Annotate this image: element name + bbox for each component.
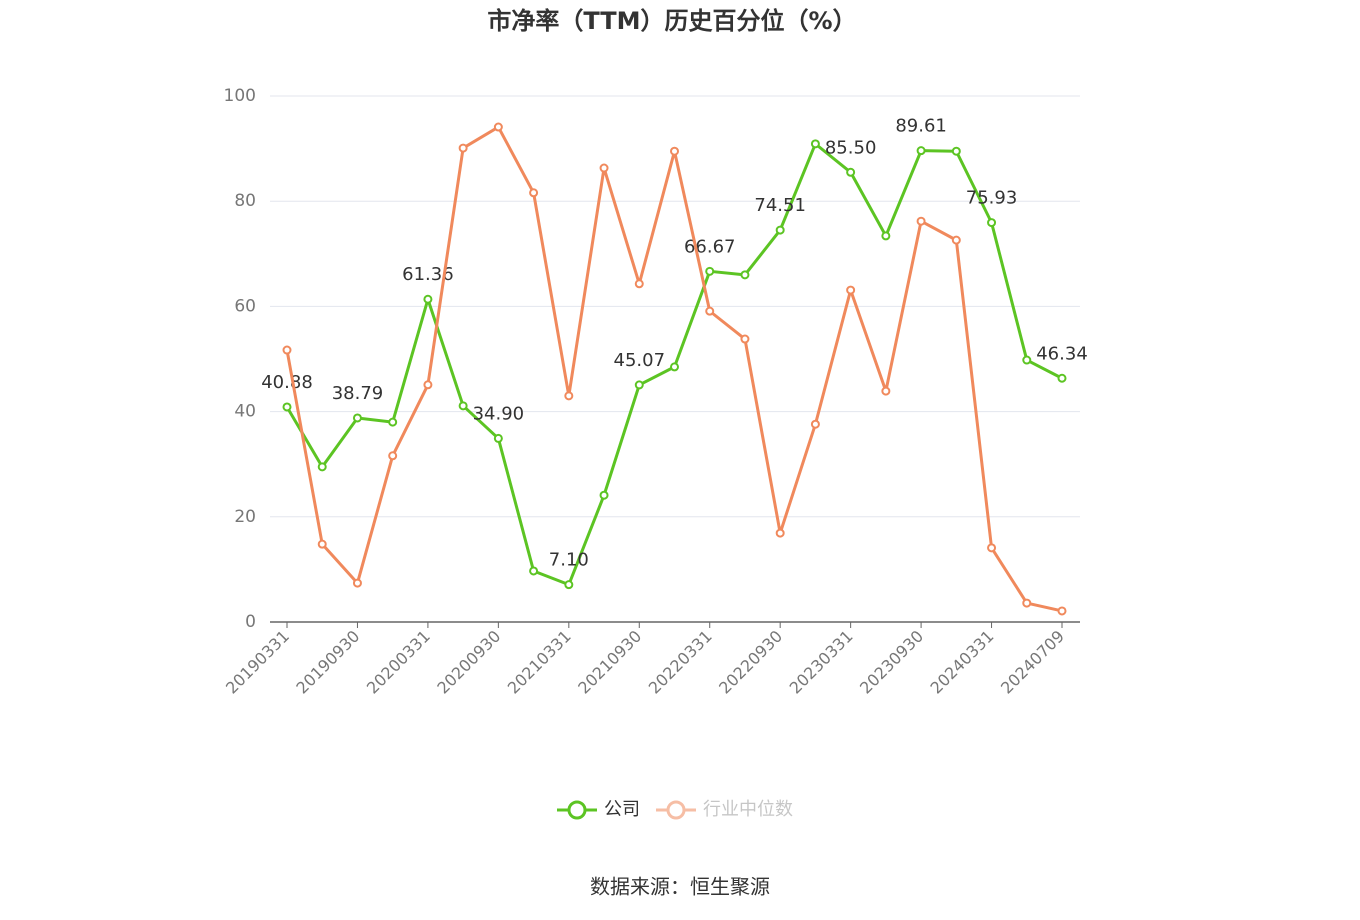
point: [846, 167, 856, 177]
point: [599, 163, 609, 173]
x-tick-label: 20240331: [927, 627, 998, 698]
chart-title: 市净率（TTM）历史百分位（%）: [487, 7, 856, 35]
x-tick-label: 20220331: [645, 627, 716, 698]
point: [458, 143, 468, 153]
point: [1057, 606, 1067, 616]
point: [775, 225, 785, 235]
data-label: 40.88: [261, 372, 313, 393]
point: [881, 386, 891, 396]
x-tick-label: 20210331: [504, 627, 575, 698]
point: [564, 391, 574, 401]
point: [846, 285, 856, 295]
point: [564, 580, 574, 590]
point: [493, 433, 503, 443]
data-label: 75.93: [966, 188, 1018, 209]
data-label: 61.36: [402, 264, 454, 285]
point: [881, 231, 891, 241]
y-tick-label: 20: [234, 507, 256, 527]
point: [634, 279, 644, 289]
point: [282, 345, 292, 355]
data-label: 66.67: [684, 236, 736, 257]
point: [951, 146, 961, 156]
point: [458, 401, 468, 411]
point: [388, 451, 398, 461]
data-label: 45.07: [614, 350, 666, 371]
legend-label: 行业中位数: [703, 799, 793, 820]
point: [282, 402, 292, 412]
point: [670, 146, 679, 156]
source: 数据来源：恒生聚源: [590, 875, 770, 899]
point: [951, 235, 961, 245]
point: [670, 362, 679, 372]
y-tick-label: 100: [224, 86, 256, 106]
point: [529, 566, 539, 576]
point: [1022, 355, 1032, 365]
x-tick-label: 20190930: [292, 627, 363, 698]
x-tick-label: 20230331: [786, 627, 857, 698]
point: [423, 294, 433, 304]
y-tick-label: 40: [234, 402, 256, 422]
y-tick-label: 80: [234, 191, 256, 211]
point: [317, 462, 327, 472]
point: [493, 122, 503, 132]
legend-marker: [567, 800, 587, 820]
x-tick-label: 20200331: [363, 627, 434, 698]
point: [740, 270, 750, 280]
point: [599, 490, 609, 500]
data-label: 7.10: [549, 550, 589, 571]
y-tick-label: 60: [234, 296, 256, 316]
point: [810, 419, 820, 429]
x-tick-label: 20200930: [433, 627, 504, 698]
legend-label: 公司: [604, 799, 640, 820]
x-tick-label: 20210930: [574, 627, 645, 698]
point: [705, 266, 715, 276]
point: [916, 146, 926, 156]
point: [634, 380, 644, 390]
point: [916, 216, 926, 226]
x-tick-label: 20190331: [222, 627, 293, 698]
data-label: 38.79: [332, 383, 384, 404]
point: [987, 218, 997, 228]
point: [352, 413, 362, 423]
legend-item: 公司: [557, 799, 640, 820]
point: [705, 306, 715, 316]
y-tick-label: 0: [245, 612, 256, 632]
x-tick-label: 20240709: [997, 627, 1068, 698]
legend-marker: [666, 800, 686, 820]
data-label: 74.51: [754, 195, 806, 216]
data-label: 34.90: [473, 403, 525, 424]
x-tick-label: 20220930: [715, 627, 786, 698]
point: [775, 528, 785, 538]
point: [529, 188, 539, 198]
point: [317, 539, 327, 549]
point: [388, 417, 398, 427]
point: [740, 334, 750, 344]
data-label: 89.61: [895, 116, 947, 137]
point: [810, 139, 820, 149]
point: [423, 380, 433, 390]
point: [1022, 598, 1032, 608]
point: [987, 543, 997, 553]
point: [352, 578, 362, 588]
data-label: 46.34: [1036, 343, 1088, 364]
data-label: 85.50: [825, 137, 877, 158]
legend-item: 行业中位数: [656, 799, 793, 820]
point: [1057, 373, 1067, 383]
x-tick-label: 20230930: [856, 627, 927, 698]
